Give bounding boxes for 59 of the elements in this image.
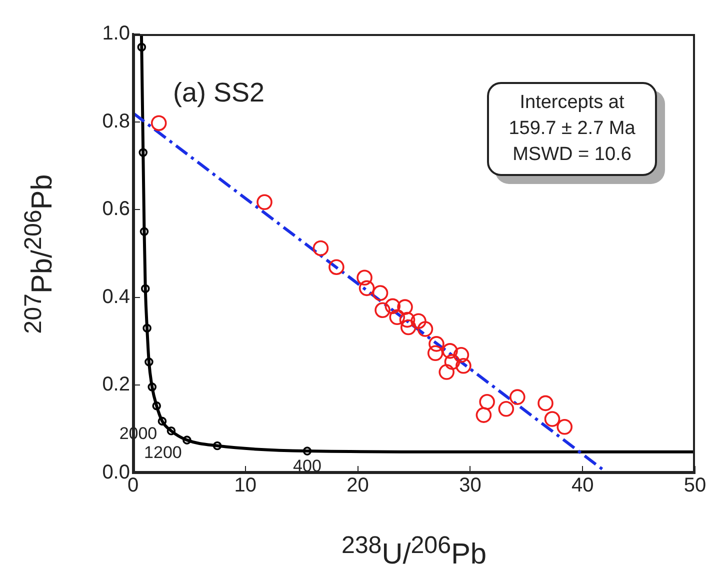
point	[150, 115, 167, 132]
x-tick-label: 40	[571, 474, 594, 497]
point	[456, 358, 472, 374]
annotation: 1200	[144, 442, 182, 462]
point	[140, 227, 149, 236]
x-tick-label: 30	[459, 474, 482, 497]
point	[479, 394, 495, 410]
point	[544, 411, 560, 427]
point	[427, 345, 444, 362]
y-tick-label: 0.6	[102, 198, 130, 220]
point	[453, 347, 470, 363]
annotation: MSWD = 10.6	[512, 143, 632, 167]
point	[397, 299, 413, 315]
point	[328, 259, 344, 276]
point	[399, 312, 416, 328]
point	[358, 280, 375, 296]
y-tick-label: 1.0	[102, 22, 130, 45]
point	[538, 395, 554, 412]
annotation: 159.7 ± 2.7 Ma	[508, 117, 636, 141]
x-tick-label: 20	[346, 474, 369, 497]
point	[389, 309, 406, 326]
point	[312, 240, 329, 256]
point	[556, 419, 573, 435]
point	[400, 319, 416, 336]
x-tick-label: 50	[684, 474, 706, 497]
y-tick-label: 0.8	[102, 110, 130, 132]
point	[138, 148, 148, 157]
point	[510, 389, 526, 405]
point	[142, 324, 152, 333]
point	[438, 364, 454, 380]
point	[372, 285, 388, 301]
point	[417, 321, 434, 337]
point	[256, 194, 272, 210]
point	[152, 401, 162, 410]
point	[182, 436, 192, 444]
point	[148, 382, 157, 392]
y-tick-label: 0.2	[102, 374, 130, 396]
point	[428, 336, 444, 352]
point	[137, 42, 146, 52]
point	[444, 354, 460, 370]
point	[356, 270, 372, 286]
point	[384, 298, 401, 314]
point	[442, 343, 458, 359]
point	[212, 441, 222, 450]
text: (a) SS2	[173, 77, 265, 108]
point	[498, 401, 514, 417]
point	[158, 416, 167, 426]
point	[166, 426, 176, 436]
point	[144, 358, 154, 366]
point	[302, 446, 312, 456]
point	[374, 302, 390, 318]
x-tick-label: 10	[234, 474, 257, 497]
annotation: Intercepts at	[518, 91, 626, 115]
point	[410, 313, 426, 330]
point	[476, 407, 492, 423]
point	[140, 284, 150, 294]
x-axis-title: $^{238}$U/$^{206}$Pb	[340, 532, 488, 572]
annotation: 400	[293, 456, 322, 476]
y-tick-label: 0.4	[102, 286, 130, 308]
